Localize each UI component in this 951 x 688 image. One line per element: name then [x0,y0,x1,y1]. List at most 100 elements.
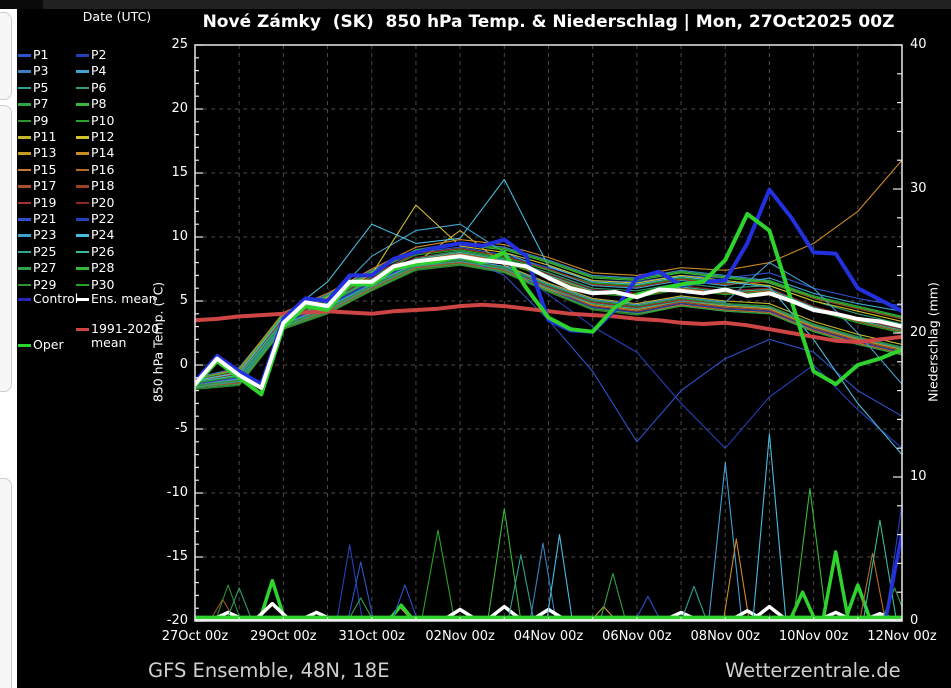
date-tick-label: 12Nov 00z [867,629,937,644]
legend-swatch-p13 [18,152,31,155]
date-tick-label: 27Oct 00z [161,629,229,644]
precip-axis-title: Niederschlag (mm) [925,282,941,402]
legend-label-p13: P13 [33,145,57,161]
legend-label-p17: P17 [33,178,57,194]
legend-label-p5: P5 [33,79,49,95]
legend-label-climate-mean-line2: mean [91,335,127,350]
legend-swatch-climate-mean [76,328,89,331]
legend-label-p1: P1 [33,47,49,62]
site-watermark: Wetterzentrale.de [725,659,901,682]
legend-label-p6: P6 [91,79,107,95]
legend-swatch-p5 [18,86,31,90]
legend-swatch-p24 [76,234,89,237]
precip-tick-label: 0 [910,613,919,628]
legend-label-p22: P22 [91,211,115,226]
legend-label-p14: P14 [91,145,115,161]
legend-swatch-p28 [76,267,89,270]
temp-tick-label: -5 [175,421,188,436]
legend-swatch-p15 [18,168,31,172]
temp-tick-label: 0 [179,357,188,372]
date-tick-label: 04Nov 00z [513,629,584,644]
legend-swatch-p18 [76,185,89,188]
temp-tick-label: -15 [166,549,188,564]
temp-axis-title: 850 hPa Temp. (°C) [150,281,166,403]
precip-tick-label: 30 [910,181,927,196]
date-tick-label: 31Oct 00z [338,629,406,644]
date-tick-label: 29Oct 00z [250,629,317,644]
browser-top-bar-segment [0,0,43,9]
legend-swatch-p17 [18,185,31,188]
legend-label-p28: P28 [91,260,115,276]
side-panel-card [0,105,12,392]
legend-swatch-p4 [76,70,89,73]
side-panel-card [0,12,12,100]
legend-label-p4: P4 [91,63,107,79]
legend-label-p29: P29 [33,276,57,292]
legend-swatch-control [18,298,31,301]
legend-swatch-p26 [76,250,89,254]
legend-swatch-p14 [76,152,89,155]
legend-label-p21: P21 [33,211,57,226]
legend-label-p19: P19 [33,194,57,210]
date-tick-label: 10Nov 00z [778,629,849,644]
legend-label-p20: P20 [91,194,115,210]
legend-swatch-p19 [18,201,31,205]
legend-swatch-p2 [76,54,89,57]
legend-label-p24: P24 [91,227,115,243]
legend-label-p25: P25 [33,243,57,259]
chart-title: Nové Zámky (SK) 850 hPa Temp. & Niedersc… [202,12,895,32]
legend-label-p30: P30 [91,276,115,292]
legend-label-p11: P11 [33,129,57,144]
date-tick-label: 02Nov 00z [425,629,495,644]
legend-swatch-p1 [18,54,31,57]
legend-swatch-p23 [18,234,31,237]
precip-tick-label: 20 [910,325,927,340]
legend-swatch-p25 [18,250,31,254]
model-run-caption: GFS Ensemble, 48N, 18E [148,659,390,682]
legend-swatch-p30 [76,283,89,287]
temp-tick-label: 25 [171,37,188,52]
date-tick-label: 08Nov 00z [690,629,760,644]
legend-swatch-p12 [76,136,89,139]
temp-tick-label: 10 [171,229,188,244]
temp-tick-label: 20 [171,101,188,116]
legend-label-p7: P7 [33,96,49,112]
legend-label-p8: P8 [91,96,107,112]
legend-label-p2: P2 [91,47,107,62]
legend-label-p9: P9 [33,112,49,128]
browser-top-bar [0,0,951,9]
legend-swatch-p6 [76,86,89,90]
legend-swatch-p7 [18,103,31,106]
legend-swatch-p9 [18,119,31,123]
precip-tick-label: 10 [910,469,927,484]
temp-tick-label: 15 [171,165,188,180]
temp-tick-label: -10 [166,485,188,500]
background-side-panel [0,9,17,688]
legend-label-p26: P26 [91,243,115,259]
legend-label-p3: P3 [33,63,49,79]
legend-swatch-p16 [76,168,89,172]
date-axis-title: Date (UTC) [82,9,152,24]
date-tick-label: 06Nov 00z [602,629,672,644]
legend-swatch-p27 [18,267,31,270]
legend-swatch-p3 [18,70,31,73]
legend-label-ens-mean: Ens. mean [91,291,157,306]
legend-label-p15: P15 [33,161,57,177]
legend-label-p23: P23 [33,227,57,243]
legend-swatch-oper [18,344,31,347]
legend-label-p27: P27 [33,260,57,276]
legend-label-p16: P16 [91,161,115,177]
legend-swatch-p10 [76,119,89,123]
side-panel-card [0,478,12,688]
precip-tick-label: 40 [910,37,927,52]
legend-swatch-ens-mean [76,298,89,301]
legend-swatch-p29 [18,283,31,287]
ensemble-legend: P1 P2 P3 P4 P5 P6 P7 P8 P9 P10 P11 P12 P13 P14 P15 P16 P… [17,9,195,409]
temp-tick-label: 5 [179,293,188,308]
legend-swatch-p21 [18,218,31,221]
legend-label-p10: P10 [91,112,115,128]
legend-swatch-p22 [76,218,89,221]
legend-label-p18: P18 [91,178,115,194]
